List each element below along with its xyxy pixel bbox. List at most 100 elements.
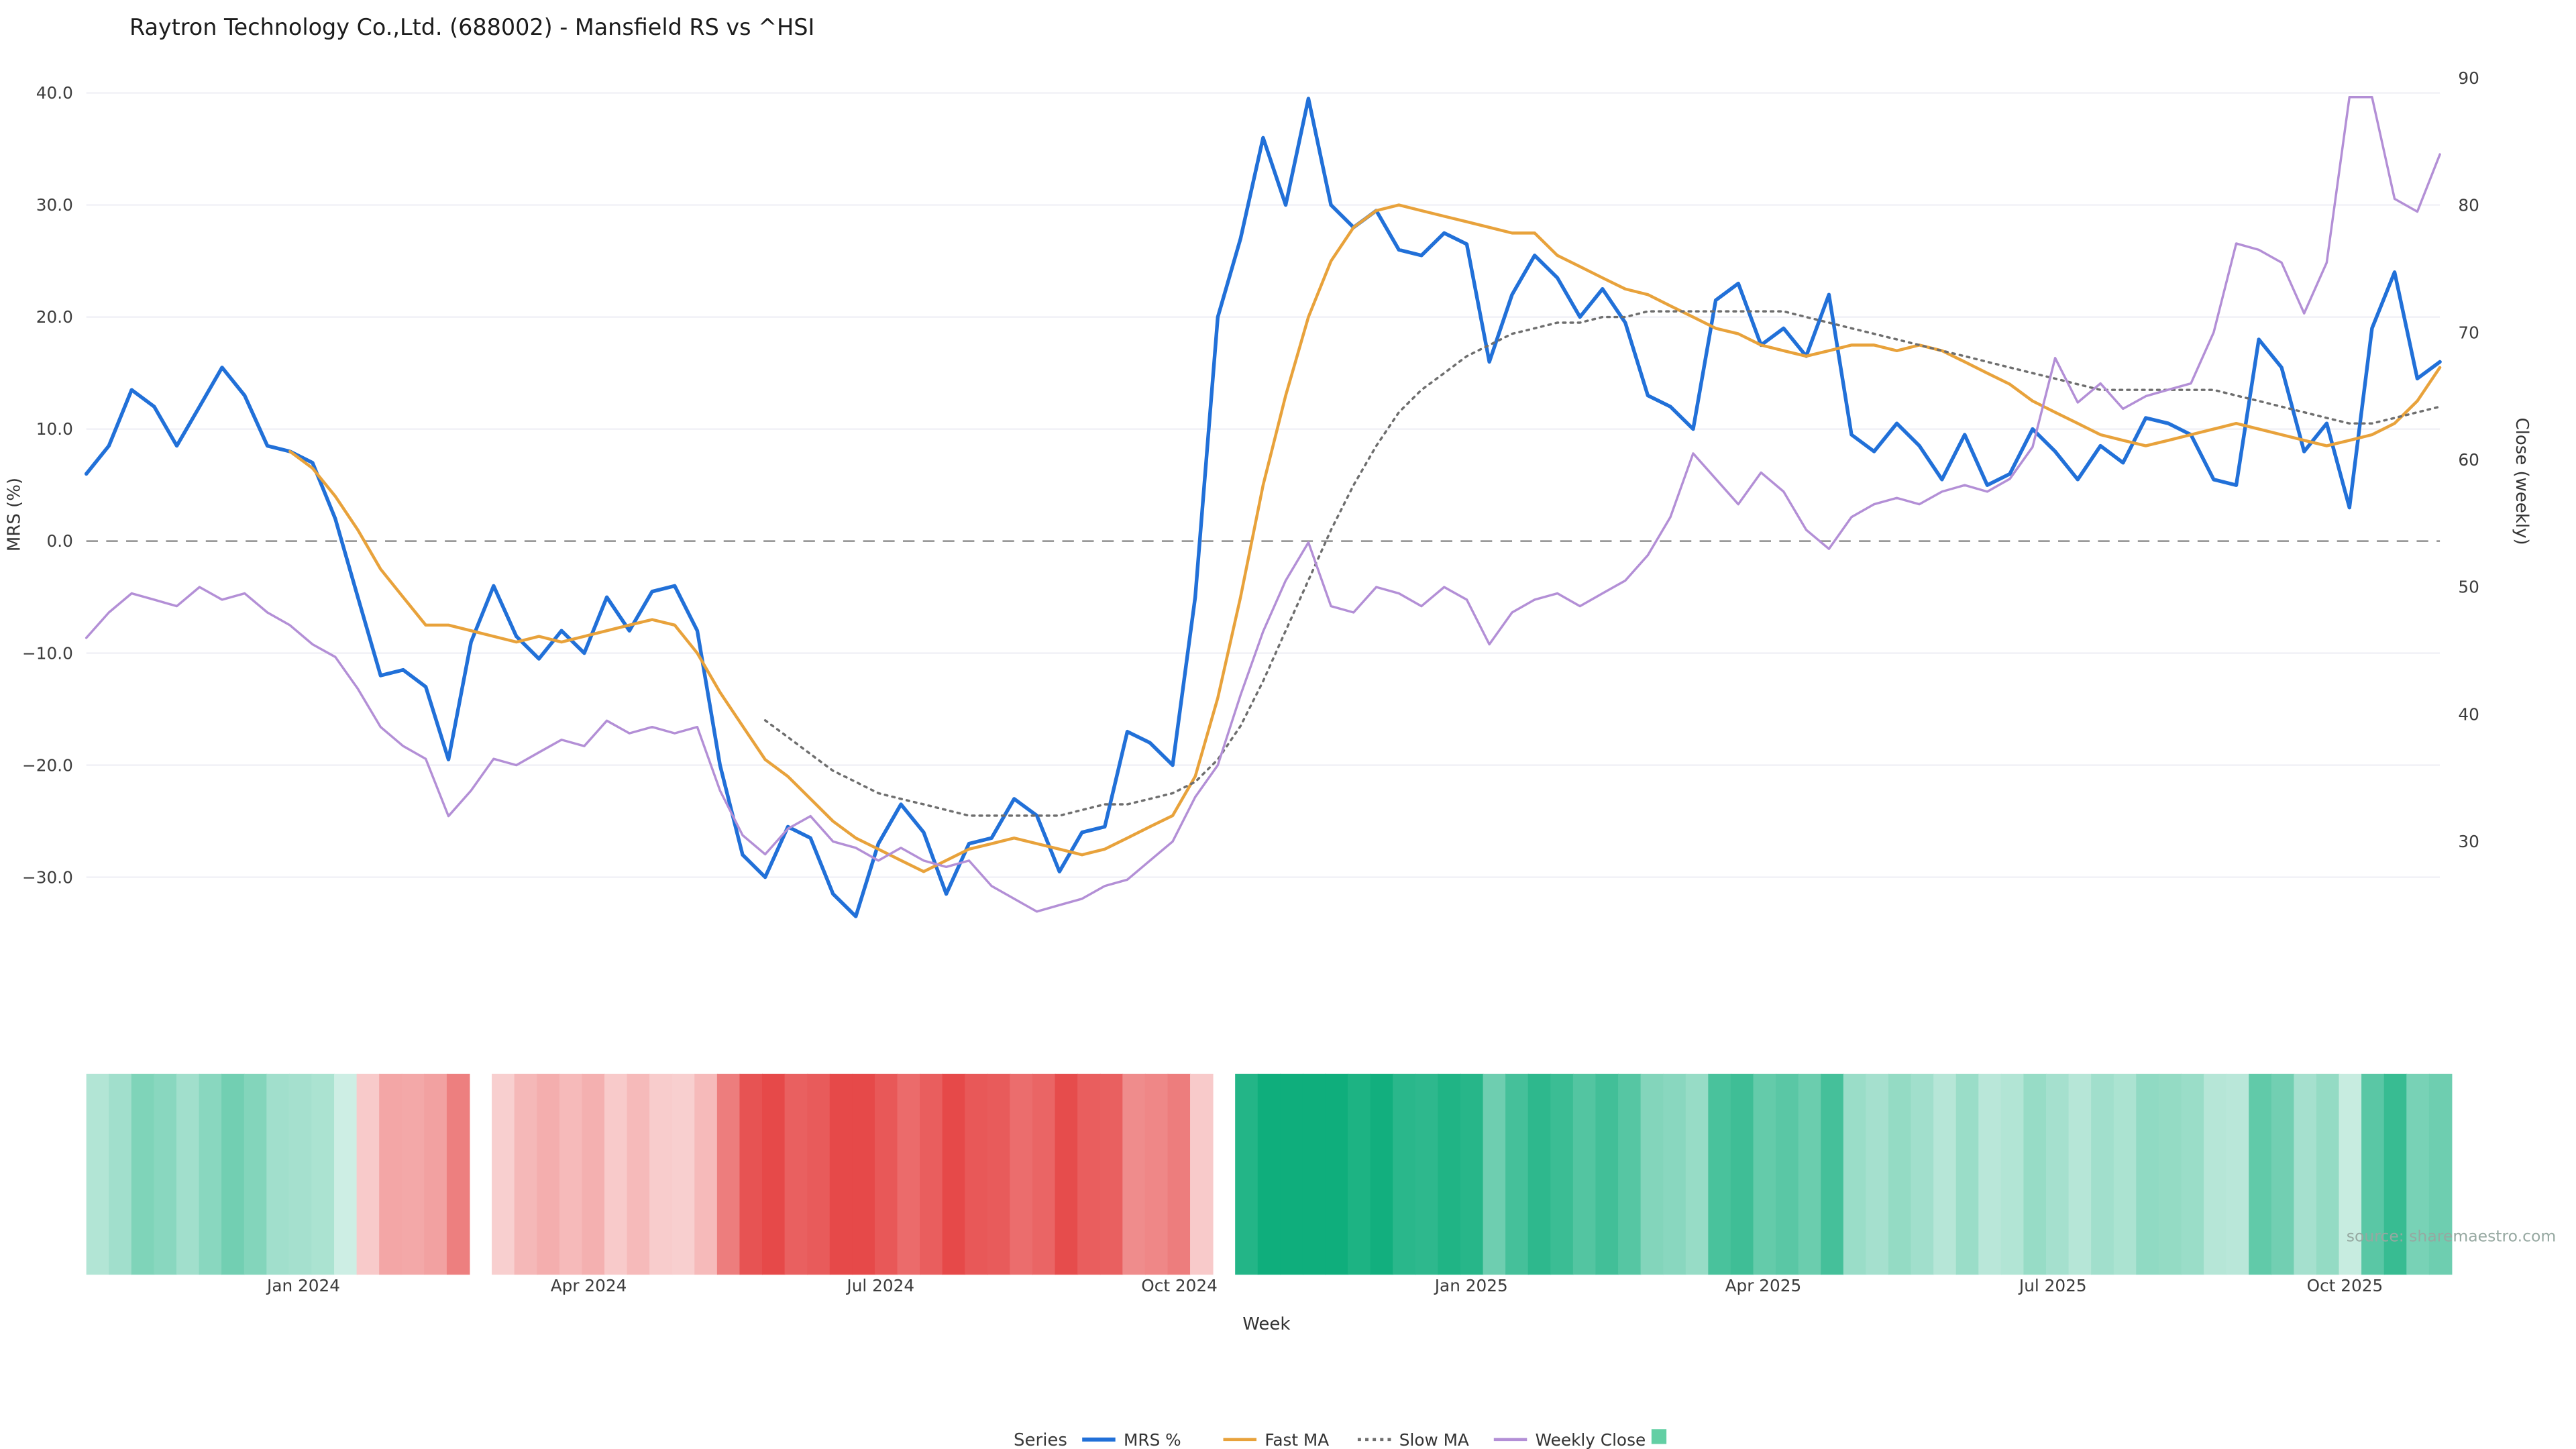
legend-label-fast-ma: Fast MA bbox=[1265, 1430, 1329, 1449]
heatmap-bar bbox=[1708, 1073, 1731, 1275]
heatmap-bar bbox=[199, 1073, 223, 1275]
y-right-tick-label: 30 bbox=[2458, 832, 2479, 851]
heatmap-bar bbox=[1888, 1073, 1912, 1275]
heatmap-bar bbox=[2339, 1073, 2363, 1275]
heatmap-bar bbox=[176, 1073, 200, 1275]
heatmap-bar bbox=[514, 1073, 538, 1275]
x-tick-label: Oct 2025 bbox=[2307, 1276, 2383, 1295]
heatmap-bar bbox=[672, 1073, 696, 1275]
heatmap-bar bbox=[897, 1073, 921, 1275]
heatmap-bar bbox=[266, 1073, 290, 1275]
y-left-tick-label: −30.0 bbox=[22, 867, 73, 887]
heatmap-bar bbox=[2316, 1073, 2340, 1275]
heatmap-bar bbox=[2000, 1073, 2025, 1275]
heatmap-bar bbox=[1415, 1073, 1439, 1275]
heatmap-bar bbox=[1370, 1073, 1394, 1275]
y-axis-right-ticks: 90 80 70 60 50 40 30 bbox=[2458, 68, 2479, 851]
heatmap-bar bbox=[1911, 1073, 1935, 1275]
heatmap-bar bbox=[131, 1073, 155, 1275]
heatmap-bar bbox=[604, 1073, 628, 1275]
x-axis-ticks: Jan 2024 Apr 2024 Jul 2024 Oct 2024 Jan 2025… bbox=[266, 1276, 2383, 1295]
heatmap-bar bbox=[2023, 1073, 2047, 1275]
heatmap-bar bbox=[762, 1073, 786, 1275]
heatmap-bar bbox=[537, 1073, 560, 1275]
heatmap-bar bbox=[627, 1073, 651, 1275]
legend-label-slow-ma: Slow MA bbox=[1399, 1430, 1469, 1449]
y-left-tick-label: 0.0 bbox=[47, 531, 73, 551]
heatmap-bar bbox=[1438, 1073, 1461, 1275]
heatmap-bar bbox=[784, 1073, 808, 1275]
heatmap-bar bbox=[1190, 1073, 1214, 1275]
heatmap-bar bbox=[1325, 1073, 1349, 1275]
heatmap-bar bbox=[1955, 1073, 1980, 1275]
heatmap-bar bbox=[424, 1073, 447, 1275]
x-tick-label: Jul 2025 bbox=[2018, 1276, 2087, 1295]
heatmap-bar bbox=[1685, 1073, 1709, 1275]
heatmap-bar bbox=[86, 1073, 110, 1275]
series-lines bbox=[84, 96, 2442, 918]
heatmap-bar bbox=[2181, 1073, 2205, 1275]
y-left-tick-label: −10.0 bbox=[22, 643, 73, 663]
heatmap-bar bbox=[739, 1073, 763, 1275]
heatmap-bar bbox=[1483, 1073, 1507, 1275]
heatmap-bar bbox=[2428, 1073, 2453, 1275]
fast-ma-line bbox=[288, 203, 2442, 873]
heatmap-bar bbox=[1505, 1073, 1529, 1275]
gridlines bbox=[86, 92, 2440, 878]
heatmap-bar bbox=[987, 1073, 1011, 1275]
y-right-tick-label: 50 bbox=[2458, 578, 2479, 597]
heatmap-bar bbox=[2068, 1073, 2092, 1275]
heatmap-bar bbox=[334, 1073, 358, 1275]
heatmap-bar bbox=[1460, 1073, 1484, 1275]
y-left-tick-label: 40.0 bbox=[36, 83, 73, 103]
heatmap-bar bbox=[874, 1073, 898, 1275]
y-left-tick-label: 30.0 bbox=[36, 195, 73, 215]
chart-title: Raytron Technology Co.,Ltd. (688002) - M… bbox=[129, 14, 814, 40]
heatmap-bar bbox=[649, 1073, 673, 1275]
heatmap-bar bbox=[1866, 1073, 1889, 1275]
slow-ma-line bbox=[763, 310, 2441, 817]
heatmap-bar bbox=[1393, 1073, 1416, 1275]
y-left-tick-label: 10.0 bbox=[36, 419, 73, 439]
heatmap-bar bbox=[1843, 1073, 1867, 1275]
heatmap-bar bbox=[356, 1073, 380, 1275]
legend-heat-swatch bbox=[1651, 1429, 1667, 1444]
heatmap-bar bbox=[1348, 1073, 1371, 1275]
heatmap-bar bbox=[1572, 1073, 1597, 1275]
x-tick-label: Jul 2024 bbox=[845, 1276, 914, 1295]
heatmap-bar bbox=[1257, 1073, 1281, 1275]
heatmap-bar bbox=[1933, 1073, 1957, 1275]
x-tick-label: Apr 2024 bbox=[551, 1276, 627, 1295]
heatmap-bar bbox=[1055, 1073, 1079, 1275]
heatmap-bar bbox=[2046, 1073, 2070, 1275]
y-right-tick-label: 80 bbox=[2458, 196, 2479, 215]
heatmap-bar bbox=[1978, 1073, 2002, 1275]
heatmap-bar bbox=[920, 1073, 943, 1275]
heatmap-bar bbox=[1099, 1073, 1124, 1275]
heatmap-bar bbox=[1077, 1073, 1101, 1275]
y-axis-left-ticks: 40.0 30.0 20.0 10.0 0.0 −10.0 −20.0 −30.0 bbox=[22, 83, 73, 887]
x-tick-label: Apr 2025 bbox=[1725, 1276, 1802, 1295]
heatmap-bar bbox=[1730, 1073, 1754, 1275]
weekly-close-line bbox=[85, 96, 2441, 913]
mrs-heatmap-strip bbox=[86, 1073, 2453, 1275]
heatmap-bar bbox=[1798, 1073, 1822, 1275]
heatmap-bar bbox=[288, 1073, 313, 1275]
heatmap-bar bbox=[401, 1073, 425, 1275]
heatmap-bar bbox=[1144, 1073, 1169, 1275]
heatmap-bar bbox=[1302, 1073, 1326, 1275]
heatmap-bar bbox=[154, 1073, 177, 1275]
heatmap-bar bbox=[965, 1073, 988, 1275]
x-tick-label: Jan 2024 bbox=[266, 1276, 340, 1295]
heatmap-bar bbox=[1776, 1073, 1799, 1275]
heatmap-bar bbox=[221, 1073, 245, 1275]
heatmap-bar bbox=[2226, 1073, 2250, 1275]
heatmap-bar bbox=[852, 1073, 875, 1275]
y-right-tick-label: 60 bbox=[2458, 450, 2479, 470]
heatmap-bar bbox=[109, 1073, 132, 1275]
heatmap-bar bbox=[2361, 1073, 2385, 1275]
heatmap-bar bbox=[1167, 1073, 1191, 1275]
heatmap-bar bbox=[1280, 1073, 1303, 1275]
